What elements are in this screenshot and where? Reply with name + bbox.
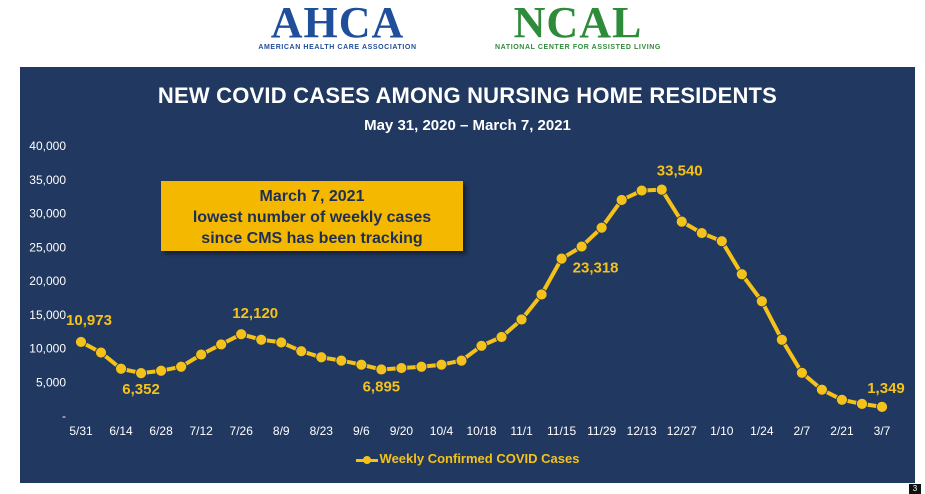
y-tick-label: - [62, 409, 66, 423]
data-point [335, 354, 348, 367]
chart-plot: - 5,000 10,000 15,000 20,000 25,000 30,000 35,0… [29, 139, 905, 438]
y-tick-label: 10,000 [29, 342, 66, 356]
data-point [876, 400, 888, 413]
data-point [175, 360, 188, 373]
data-point [355, 358, 368, 371]
chart-title: NEW COVID CASES AMONG NURSING HOME RESID… [157, 83, 778, 108]
data-point [315, 351, 328, 364]
y-tick-label: 20,000 [29, 274, 66, 288]
x-tick-label: 2/21 [830, 424, 854, 438]
chart-subtitle: May 31, 2020 – March 7, 2021 [364, 117, 571, 134]
y-tick-label: 25,000 [29, 240, 66, 254]
data-point [836, 393, 848, 406]
x-tick-label: 9/20 [390, 424, 414, 438]
data-point [775, 333, 788, 346]
data-point [475, 339, 488, 352]
data-point [675, 215, 688, 228]
logo-header: AHCA AMERICAN HEALTH CARE ASSOCIATION NC… [0, 0, 925, 62]
data-point [215, 338, 228, 351]
chart-legend: Weekly Confirmed COVID Cases [20, 451, 915, 466]
data-point [856, 397, 868, 410]
ncal-logo-wordmark: NCAL [513, 0, 643, 47]
data-point [195, 348, 208, 361]
data-label: 23,318 [573, 260, 619, 277]
ncal-logo-tagline: NATIONAL CENTER FOR ASSISTED LIVING [495, 44, 661, 51]
x-tick-label: 8/9 [273, 424, 290, 438]
data-point [595, 221, 608, 234]
data-point [295, 345, 308, 358]
callout-line-3: since CMS has been tracking [201, 230, 423, 247]
data-point [155, 364, 168, 377]
x-tick-label: 6/14 [109, 424, 133, 438]
data-label: 6,895 [363, 378, 401, 395]
x-tick-label: 3/7 [874, 424, 891, 438]
data-point [535, 288, 548, 301]
data-point [755, 295, 768, 308]
y-tick-label: 30,000 [29, 207, 66, 221]
ahca-logo-wordmark: AHCA [270, 0, 405, 47]
x-tick-label: 1/10 [710, 424, 734, 438]
data-point [95, 346, 107, 359]
ahca-logo: AHCA AMERICAN HEALTH CARE ASSOCIATION [240, 0, 435, 52]
data-point [395, 362, 408, 374]
data-point [415, 360, 428, 373]
data-point [455, 354, 468, 367]
y-tick-label: 5,000 [36, 375, 66, 389]
data-label: 6,352 [122, 381, 160, 398]
x-tick-label: 6/28 [149, 424, 173, 438]
page-number: 3 [909, 484, 921, 494]
data-label: 1,349 [867, 380, 905, 397]
x-tick-label: 11/29 [587, 424, 616, 438]
x-tick-label: 11/15 [547, 424, 576, 438]
x-tick-label: 2/7 [794, 424, 811, 438]
data-point [655, 183, 668, 196]
x-tick-label: 9/6 [353, 424, 370, 438]
data-label: 12,120 [232, 305, 278, 322]
legend-label: Weekly Confirmed COVID Cases [379, 451, 580, 466]
data-label: 10,973 [66, 312, 112, 329]
data-point [615, 194, 628, 206]
x-tick-label: 5/31 [69, 424, 93, 438]
x-tick-label: 12/27 [667, 424, 697, 438]
ahca-logo-tagline: AMERICAN HEALTH CARE ASSOCIATION [258, 44, 417, 51]
data-point [555, 252, 568, 265]
x-tick-label: 7/26 [230, 424, 254, 438]
data-point [75, 336, 87, 348]
x-tick-label: 1/24 [750, 424, 774, 438]
data-point [375, 363, 388, 376]
x-tick-label: 7/12 [189, 424, 213, 438]
data-point [695, 227, 708, 239]
data-point [235, 328, 248, 341]
data-point [135, 367, 147, 380]
data-point [796, 366, 808, 379]
y-tick-label: 40,000 [29, 139, 66, 153]
x-tick-label: 10/18 [466, 424, 496, 438]
callout-box: March 7, 2021 lowest number of weekly ca… [161, 181, 463, 251]
data-point [255, 333, 268, 346]
data-point [715, 235, 728, 248]
chart-panel: - 5,000 10,000 15,000 20,000 25,000 30,000 35,0… [20, 67, 915, 483]
y-tick-label: 35,000 [29, 173, 66, 187]
data-point [495, 331, 508, 343]
x-tick-label: 8/23 [310, 424, 334, 438]
callout-line-2: lowest number of weekly cases [192, 209, 432, 226]
legend-line-marker-icon [355, 454, 378, 466]
y-tick-label: 15,000 [29, 308, 66, 322]
callout-line-1: March 7, 2021 [259, 188, 365, 205]
x-tick-label: 11/1 [510, 424, 533, 438]
x-tick-label: 10/4 [430, 424, 454, 438]
data-point [435, 358, 448, 371]
data-point [275, 336, 288, 349]
x-tick-label: 12/13 [627, 424, 657, 438]
data-point [816, 383, 828, 396]
data-point [575, 240, 588, 253]
data-point [515, 313, 528, 326]
ncal-logo: NCAL NATIONAL CENTER FOR ASSISTED LIVING [478, 0, 678, 52]
data-point [735, 268, 748, 281]
data-label: 33,540 [657, 163, 703, 180]
data-point [115, 362, 127, 375]
data-point [635, 184, 648, 197]
